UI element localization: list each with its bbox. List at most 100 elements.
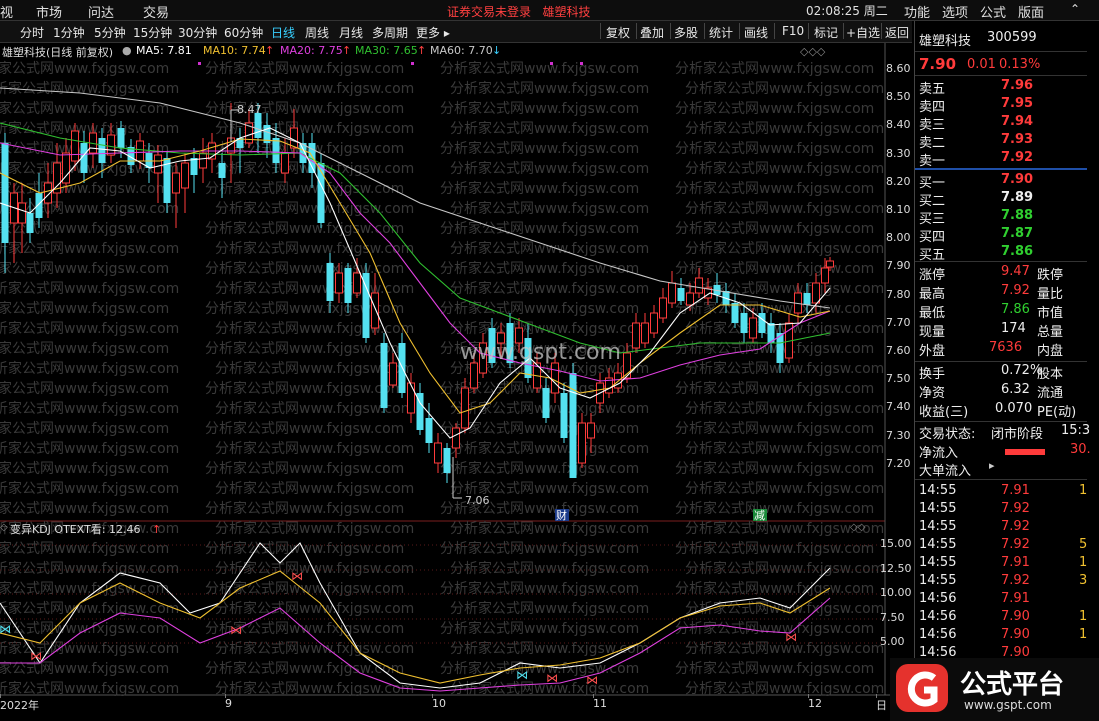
candle-body <box>826 260 834 268</box>
watermark-text: 分析家公式网www.fxjgsw.com <box>685 680 884 697</box>
period-60min[interactable]: 60分钟 <box>224 26 264 40</box>
candle-body <box>821 267 829 284</box>
toolbar-divider <box>600 23 601 39</box>
tick-time: 14:55 <box>919 573 957 588</box>
period-daily[interactable]: 日线 <box>271 26 296 40</box>
tick-time: 14:56 <box>919 609 957 624</box>
date-axis-label: 日 <box>876 699 887 712</box>
period-fenshi[interactable]: 分时 <box>20 26 45 40</box>
watermark-text: 分析家公式网www.fxjgsw.com <box>0 540 169 557</box>
menu-trade[interactable]: 交易 <box>143 6 170 21</box>
toolbar-divider <box>808 23 809 39</box>
candle-body <box>245 122 253 144</box>
candle-body <box>389 362 397 386</box>
watermark-text: 分析家公式网www.fxjgsw.com <box>0 620 169 637</box>
tick-volume: 1 <box>1079 483 1088 498</box>
stat2-right-label: PE(动) <box>1037 405 1077 420</box>
brand-logo: 公式平台 www.gspt.com <box>890 658 1099 721</box>
tool-fuquan-button[interactable]: 复权 <box>606 26 631 40</box>
butterfly-signal-icon: ⋈ <box>586 673 598 687</box>
candle-body <box>353 272 361 294</box>
kdj-line-2 <box>0 597 831 692</box>
event-badge-jian[interactable] <box>753 509 767 521</box>
period-toolbar: 分时 1分钟 5分钟 15分钟 30分钟 60分钟 日线 周线 月线 多周期 更… <box>0 21 912 43</box>
menu-function[interactable]: 功能 <box>904 6 931 21</box>
watermark-text: 分析家公式网www.fxjgsw.com <box>450 240 649 257</box>
tick-volume: 1 <box>1079 627 1088 642</box>
price-axis-label: 8.30 <box>886 146 911 160</box>
watermark-text: 分析家公式网www.fxjgsw.com <box>205 100 404 117</box>
candle-body <box>371 292 379 329</box>
candle-body <box>641 322 649 344</box>
menu-view[interactable]: 视 <box>0 6 14 21</box>
period-15min[interactable]: 15分钟 <box>133 26 173 40</box>
title-stock-name: 雄塑科技 <box>542 5 591 19</box>
moving-average-lines <box>0 87 831 439</box>
price-axis-label: 8.00 <box>886 231 911 245</box>
date-tick <box>432 694 433 698</box>
watermark-text: 分析家公式网www.fxjgsw.com <box>0 380 169 397</box>
tool-draw-button[interactable]: 画线 <box>744 26 769 40</box>
candle-body <box>452 427 460 449</box>
kdj-axis-label: 7.50 <box>880 610 905 624</box>
period-multi[interactable]: 多周期 <box>372 26 409 40</box>
ma-settings-icon[interactable]: ● <box>122 44 132 57</box>
price-axis-label: 7.80 <box>886 287 911 301</box>
ask-label: 卖一 <box>919 154 946 169</box>
clock: 02:08:25 周二 <box>806 4 888 18</box>
period-1min[interactable]: 1分钟 <box>53 26 85 40</box>
menu-formula[interactable]: 公式 <box>980 6 1007 21</box>
tool-add-watchlist-button[interactable]: +自选 <box>846 26 881 40</box>
butterfly-signal-icon: ⋈ <box>546 671 558 685</box>
period-monthly[interactable]: 月线 <box>339 26 364 40</box>
period-30min[interactable]: 30分钟 <box>178 26 218 40</box>
candle-body <box>218 163 226 178</box>
watermark-text: 分析家公式网www.fxjgsw.com <box>440 260 639 277</box>
menu-options[interactable]: 选项 <box>942 6 969 21</box>
menu-more-icon[interactable]: ⌃ <box>1070 2 1081 16</box>
period-5min[interactable]: 5分钟 <box>94 26 126 40</box>
price-axis-label: 7.60 <box>886 344 911 357</box>
tool-stats-button[interactable]: 统计 <box>709 26 734 40</box>
tool-mark-button[interactable]: 标记 <box>814 26 839 40</box>
watermark-text: 分析家公式网www.fxjgsw.com <box>0 220 169 237</box>
candle-body <box>263 125 271 143</box>
candle-body <box>686 292 694 306</box>
login-notice[interactable]: 证券交易未登录 雄塑科技 <box>447 5 591 19</box>
stat-right-label: 市值 <box>1037 306 1064 321</box>
watermark-text: 分析家公式网www.fxjgsw.com <box>685 320 884 337</box>
price-axis-label: 8.10 <box>886 203 911 216</box>
menu-wenda[interactable]: 问达 <box>88 6 115 21</box>
watermark-text: 分析家公式网www.fxjgsw.com <box>675 340 874 357</box>
watermark-text: 分析家公式网www.fxjgsw.com <box>0 460 169 477</box>
candle-body <box>299 143 307 163</box>
tick-time: 14:55 <box>919 537 957 552</box>
candle-body <box>117 128 125 148</box>
kline-chart-area[interactable]: 分析家公式网www.fxjgsw.com 分析家公式网www.fxjgsw.com… <box>0 43 912 713</box>
candle-body <box>272 138 280 163</box>
price-axis-label: 8.40 <box>886 118 911 132</box>
menu-layout[interactable]: 版面 <box>1018 6 1045 21</box>
tool-back-button[interactable]: 返回 <box>885 26 910 40</box>
event-badge-cai[interactable] <box>555 509 569 521</box>
tool-overlay-button[interactable]: 叠加 <box>640 26 665 40</box>
candle-body <box>281 152 289 174</box>
period-more[interactable]: 更多 ▸ <box>416 26 450 40</box>
tool-multistock-button[interactable]: 多股 <box>674 26 699 40</box>
ask-price: 7.93 <box>1001 132 1034 147</box>
date-tick <box>808 694 809 698</box>
watermark-text: 分析家公式网www.fxjgsw.com <box>675 140 874 157</box>
period-weekly[interactable]: 周线 <box>305 26 330 40</box>
tick-time: 14:55 <box>919 519 957 534</box>
stat-right-label: 总量 <box>1037 325 1064 340</box>
tool-f10-button[interactable]: F10 <box>782 24 805 38</box>
top-menu-bar: 视 市场 问达 交易 证券交易未登录 雄塑科技 02:08:25 周二 功能 选… <box>0 0 1099 21</box>
menu-market[interactable]: 市场 <box>36 6 63 21</box>
ask-price: 7.92 <box>1001 150 1034 165</box>
watermark-text: 分析家公式网www.fxjgsw.com <box>0 360 179 377</box>
date-tick <box>876 694 877 698</box>
watermark-text: 分析家公式网www.fxjgsw.com <box>0 580 169 597</box>
watermark-text: 分析家公式网www.fxjgsw.com <box>675 260 874 277</box>
candle-body <box>1 143 9 243</box>
watermark-text: 分析家公式网www.fxjgsw.com <box>685 440 884 457</box>
